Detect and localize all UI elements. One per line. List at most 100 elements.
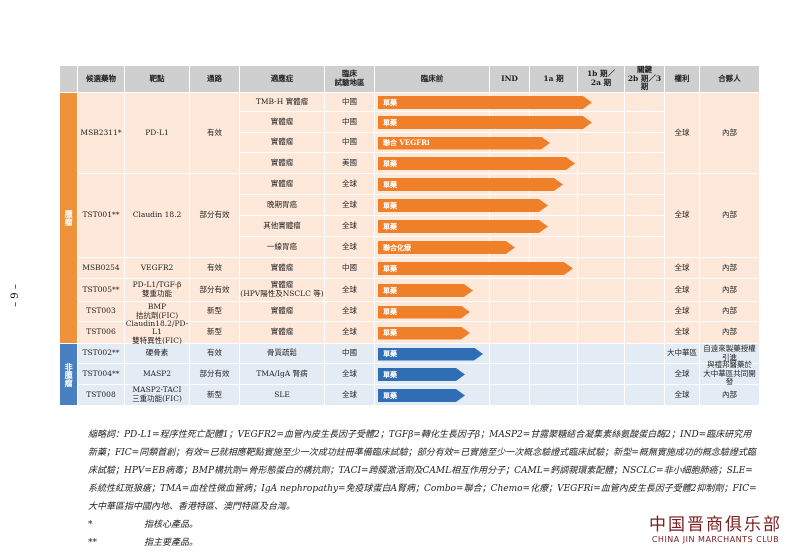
target: PD-L1/TGF-β 雙重功能 [125, 279, 190, 302]
drug-name: TST008 [78, 385, 125, 406]
stage-cell [578, 302, 625, 322]
note: * 指核心產品。 [88, 516, 760, 534]
header-cell: 通路 [190, 66, 240, 93]
rights: 全球 [665, 385, 700, 406]
region: 中國 [325, 344, 375, 364]
progress-arrow: 單藥 [378, 157, 575, 170]
stage-cell [625, 174, 665, 195]
rights: 大中華區 [665, 344, 700, 364]
drug-name: TST005** [78, 279, 125, 302]
indication: 一線胃癌 [240, 237, 325, 258]
indication: 其他實體瘤 [240, 216, 325, 237]
header-cell: 適應症 [240, 66, 325, 93]
footnotes: 縮略詞：PD-L1=程序性死亡配體1；VEGFR2=血管內皮生長因子受體2；TG… [88, 426, 760, 552]
drug-name: TST003 [78, 302, 125, 322]
region: 全球 [325, 385, 375, 406]
drug-name: TST001** [78, 174, 125, 258]
region: 全球 [325, 302, 375, 322]
partner: 內部 [700, 385, 760, 406]
region: 全球 [325, 174, 375, 195]
indication: 實體瘤 [240, 112, 325, 133]
partner: 內部 [700, 258, 760, 279]
stage-cell [625, 112, 665, 133]
indication: 實體瘤 [240, 302, 325, 322]
header-cell [60, 66, 78, 93]
indication: 實體瘤 [240, 153, 325, 174]
stage-cell [490, 344, 530, 364]
progress-arrow: 單藥 [378, 389, 465, 402]
progress-arrow: 單藥 [378, 96, 592, 109]
region: 全球 [325, 279, 375, 302]
abbreviations: 縮略詞：PD-L1=程序性死亡配體1；VEGFR2=血管內皮生長因子受體2；TG… [88, 430, 757, 512]
region: 中國 [325, 133, 375, 153]
partner: 自遠來製藥授權引進 [700, 344, 760, 364]
target: MASP2-TACI 三重功能(FIC) [125, 385, 190, 406]
rights: 全球 [665, 258, 700, 279]
stage-cell [625, 153, 665, 174]
partner: 與禮邦醫藥於 大中華區共同開發 [700, 360, 760, 386]
partner: 內部 [700, 279, 760, 302]
region: 全球 [325, 364, 375, 385]
progress-arrow: 單藥 [378, 178, 563, 191]
rights: 全球 [665, 93, 700, 174]
stage-cell [578, 385, 625, 406]
mechanism: 部分有效 [190, 364, 240, 385]
indication: 實體瘤 [240, 174, 325, 195]
stage-cell [490, 279, 530, 302]
indication: TMB-H 實體瘤 [240, 93, 325, 112]
region: 美國 [325, 153, 375, 174]
indication: 骨質疏鬆 [240, 344, 325, 364]
note-mark: ** [88, 538, 97, 548]
stage-cell [490, 302, 530, 322]
note-text: 指主要產品。 [144, 538, 199, 548]
stage-cell [530, 195, 578, 216]
progress-arrow: 單藥 [378, 327, 470, 340]
partner: 內部 [700, 93, 760, 174]
rights: 全球 [665, 279, 700, 302]
stage-cell [625, 195, 665, 216]
progress-arrow: 單藥 [378, 199, 548, 212]
header-cell: 靶點 [125, 66, 190, 93]
indication: 實體瘤 [240, 322, 325, 344]
region: 全球 [325, 216, 375, 237]
mechanism: 部分有效 [190, 279, 240, 302]
stage-cell [530, 385, 578, 406]
drug-name: MSB2311* [78, 93, 125, 174]
mechanism: 有效 [190, 93, 240, 174]
mechanism: 有效 [190, 344, 240, 364]
note-text: 指核心產品。 [144, 520, 199, 530]
stage-cell [625, 302, 665, 322]
progress-arrow: 單藥 [378, 306, 470, 319]
header-cell: IND [490, 66, 530, 93]
region: 全球 [325, 237, 375, 258]
target: VEGFR2 [125, 258, 190, 279]
stage-cell [490, 322, 530, 344]
target: 硬骨素 [125, 344, 190, 364]
header-cell: 臨床 試驗地區 [325, 66, 375, 93]
stage-cell [625, 258, 665, 279]
indication: SLE [240, 385, 325, 406]
header-cell: 關鍵 2b 期／3 期 [625, 65, 665, 93]
header-cell: 候選藥物 [78, 66, 125, 93]
stage-cell [530, 216, 578, 237]
mechanism: 新型 [190, 385, 240, 406]
stage-cell [578, 364, 625, 385]
stage-cell [530, 279, 578, 302]
group-cell: 腫瘤 [60, 93, 78, 344]
stage-cell [578, 195, 625, 216]
progress-arrow: 單藥 [378, 368, 465, 381]
progress-arrow: 聯合化療 [378, 241, 515, 254]
progress-arrow: 單藥 [378, 284, 473, 297]
rights: 全球 [665, 322, 700, 344]
stage-cell [578, 133, 625, 153]
target: BMP 拮抗劑(FIC) [125, 302, 190, 322]
indication: 實體瘤 [240, 133, 325, 153]
header-cell: 1b 期／ 2a 期 [578, 66, 625, 93]
rights: 全球 [665, 302, 700, 322]
indication: 實體瘤 [240, 258, 325, 279]
stage-cell [625, 385, 665, 406]
rights: 全球 [665, 174, 700, 258]
progress-arrow: 聯合 VEGFRi [378, 137, 550, 150]
stage-cell [530, 302, 578, 322]
